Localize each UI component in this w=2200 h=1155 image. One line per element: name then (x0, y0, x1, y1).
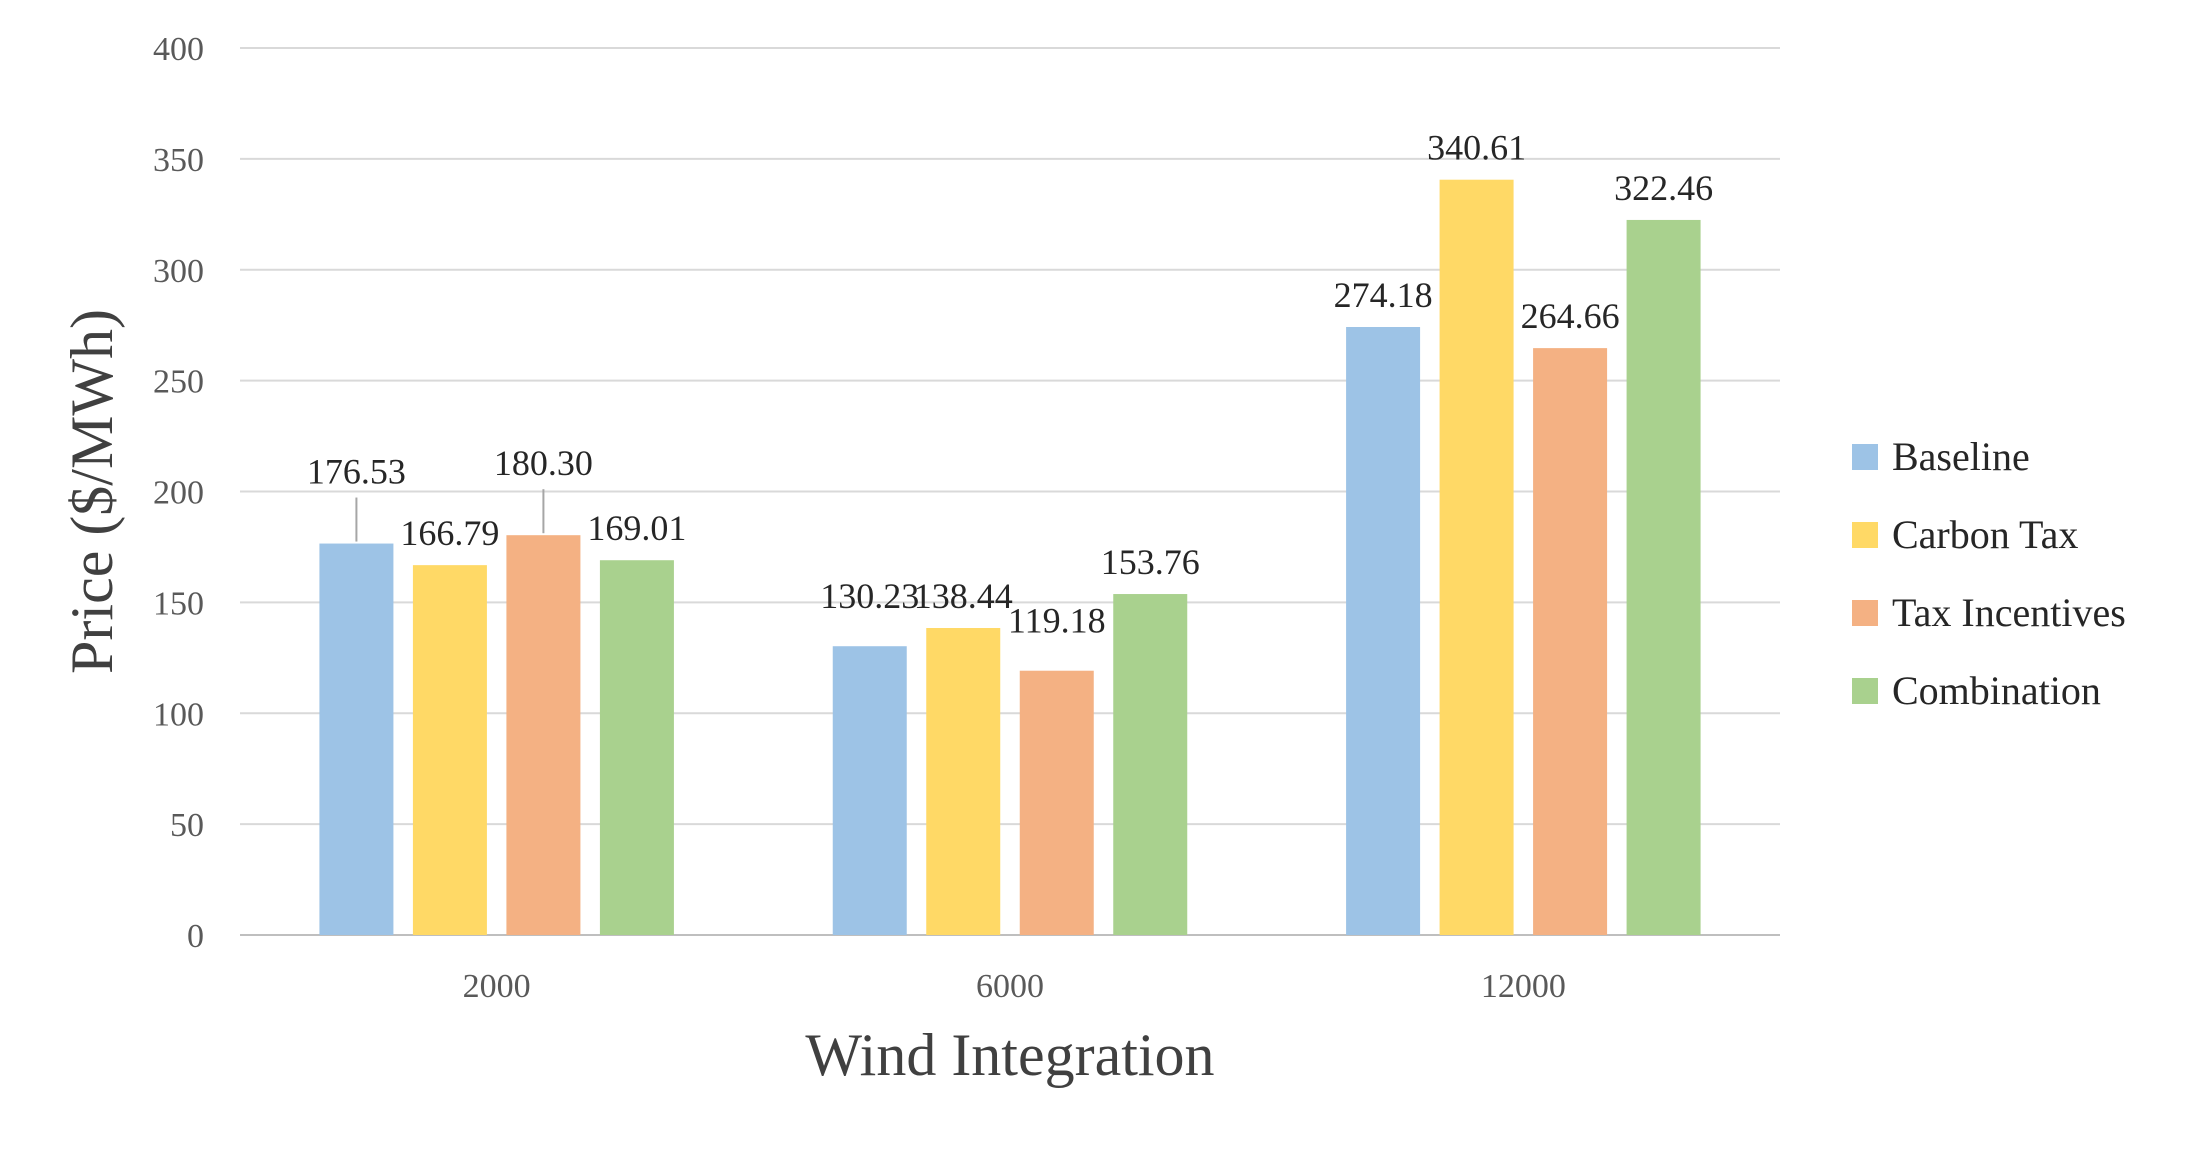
bar-baseline-2000 (319, 543, 394, 935)
bar-combination-2000 (599, 560, 674, 935)
data-labels: 176.53 166.79 180.30 169.01 130.23138.44119.… (307, 128, 1713, 641)
data-label: 130.23 (820, 576, 919, 616)
bar-carbon-tax-2000 (412, 565, 487, 935)
y-tick-label: 0 (187, 918, 204, 955)
gridlines (240, 47, 1780, 936)
y-axis-title: Price ($/MWh) (59, 309, 125, 674)
y-tick-label: 350 (153, 142, 204, 179)
legend-label: Tax Incentives (1892, 590, 2126, 635)
x-tick-label: 6000 (976, 968, 1044, 1005)
bar-baseline-12000 (1346, 327, 1421, 935)
legend-swatch (1852, 678, 1878, 704)
data-label: 138.44 (914, 576, 1013, 616)
data-label: 166.79 (400, 513, 499, 553)
data-label: 153.76 (1101, 542, 1200, 582)
x-axis-ticks: 2000 6000 12000 (463, 968, 1566, 1005)
bar-baseline-6000 (832, 646, 907, 935)
data-label: 322.46 (1614, 168, 1713, 208)
data-label: 169.01 (587, 508, 686, 548)
x-axis-title: Wind Integration (805, 1022, 1214, 1088)
bars (319, 179, 1701, 935)
y-tick-label: 200 (153, 475, 204, 512)
bar-tax-incentives-6000 (1019, 670, 1094, 935)
legend-label: Combination (1892, 668, 2101, 713)
x-tick-label: 12000 (1481, 968, 1566, 1005)
y-tick-label: 250 (153, 364, 204, 401)
bar-carbon-tax-12000 (1439, 179, 1514, 935)
legend-swatch (1852, 444, 1878, 470)
data-label: 274.18 (1334, 275, 1433, 315)
legend-label: Carbon Tax (1892, 512, 2078, 557)
x-tick-label: 2000 (463, 968, 531, 1005)
bar-tax-incentives-12000 (1533, 348, 1608, 935)
data-label: 340.61 (1427, 128, 1526, 168)
legend-label: Baseline (1892, 434, 2030, 479)
data-label: 180.30 (494, 443, 593, 483)
legend-swatch (1852, 600, 1878, 626)
legend: Baseline Carbon Tax Tax Incentives Combinat… (1852, 434, 2126, 713)
bar-carbon-tax-6000 (926, 628, 1001, 935)
y-tick-label: 300 (153, 253, 204, 290)
y-tick-label: 100 (153, 696, 204, 733)
data-label: 119.18 (1008, 601, 1106, 641)
y-tick-label: 50 (170, 807, 204, 844)
bar-combination-12000 (1626, 219, 1701, 935)
bar-combination-6000 (1113, 594, 1188, 935)
y-tick-label: 150 (153, 585, 204, 622)
label-leader-lines (355, 489, 545, 542)
bar-tax-incentives-2000 (506, 535, 581, 935)
data-label: 176.53 (307, 452, 406, 492)
y-axis-ticks: 0 50 100 150 200 250 300 350 400 (153, 31, 204, 955)
data-label: 264.66 (1521, 296, 1620, 336)
legend-swatch (1852, 522, 1878, 548)
y-tick-label: 400 (153, 31, 204, 68)
